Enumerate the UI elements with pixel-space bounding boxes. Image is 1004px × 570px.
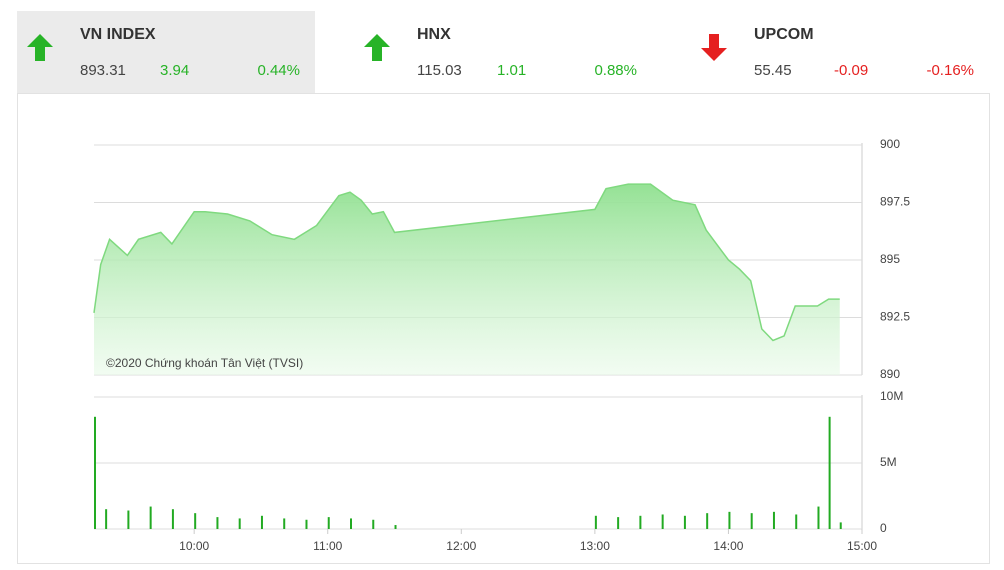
- copyright: ©2020 Chứng khoán Tân Việt (TVSI): [106, 356, 303, 370]
- volume-bar: [283, 518, 286, 529]
- index-name: UPCOM: [754, 26, 814, 43]
- x-tick-label: 12:00: [446, 539, 476, 553]
- volume-bar: [216, 517, 219, 529]
- volume-bar: [594, 515, 597, 529]
- volume-bar: [750, 513, 753, 529]
- trend-arrow: [701, 34, 727, 61]
- index-value: 55.45: [754, 62, 792, 79]
- y-tick-label: 900: [880, 137, 900, 151]
- y-tick-label: 0: [880, 521, 887, 535]
- volume-bar: [372, 519, 375, 529]
- volume-bar: [149, 506, 152, 529]
- index-name: VN INDEX: [80, 26, 156, 43]
- volume-bar: [772, 511, 775, 529]
- volume-bar: [350, 518, 352, 529]
- volume-bar: [194, 513, 197, 529]
- x-tick-label: 15:00: [847, 539, 877, 553]
- volume-bar: [839, 522, 842, 529]
- x-tick-label: 10:00: [179, 539, 209, 553]
- y-tick-label: 890: [880, 367, 900, 381]
- x-tick-label: 14:00: [713, 539, 743, 553]
- index-percent: -0.16%: [926, 62, 974, 79]
- volume-bar: [795, 514, 798, 529]
- volume-bar: [260, 515, 263, 529]
- volume-bar: [305, 519, 308, 529]
- index-percent: 0.88%: [594, 62, 637, 79]
- index-change: 3.94: [160, 62, 189, 79]
- y-tick-label: 892.5: [880, 310, 910, 324]
- y-tick-label: 5M: [880, 455, 897, 469]
- index-change: 1.01: [497, 62, 526, 79]
- index-value: 893.31: [80, 62, 126, 79]
- volume-bar: [238, 518, 241, 529]
- volume-bar: [617, 517, 620, 529]
- volume-bar: [94, 416, 96, 529]
- x-tick-label: 11:00: [313, 539, 342, 553]
- index-value: 115.03: [417, 62, 462, 79]
- active-tab[interactable]: [17, 11, 315, 93]
- volume-bar: [817, 506, 820, 529]
- volume-bar: [828, 416, 831, 529]
- volume-bar: [661, 514, 664, 529]
- x-tick-label: 13:00: [580, 539, 610, 553]
- trend-arrow: [27, 34, 53, 61]
- volume-bar: [127, 510, 130, 529]
- area-fill: [94, 184, 840, 375]
- index-name: HNX: [417, 26, 451, 43]
- y-tick-label: 10M: [880, 389, 903, 403]
- chart-frame: [17, 93, 990, 564]
- index-change: -0.09: [834, 62, 868, 79]
- volume-bar: [728, 511, 731, 529]
- volume-bar: [706, 513, 709, 529]
- price-line: [93, 183, 840, 342]
- y-tick-label: 895: [880, 252, 900, 266]
- volume-bar: [639, 515, 642, 529]
- y-tick-label: 897.5: [880, 195, 910, 209]
- index-percent: 0.44%: [257, 62, 300, 79]
- volume-bar: [394, 525, 397, 529]
- volume-bar: [171, 509, 174, 529]
- volume-bar: [105, 509, 108, 529]
- volume-bar: [327, 517, 330, 529]
- volume-bar: [683, 515, 686, 529]
- trend-arrow: [364, 34, 390, 61]
